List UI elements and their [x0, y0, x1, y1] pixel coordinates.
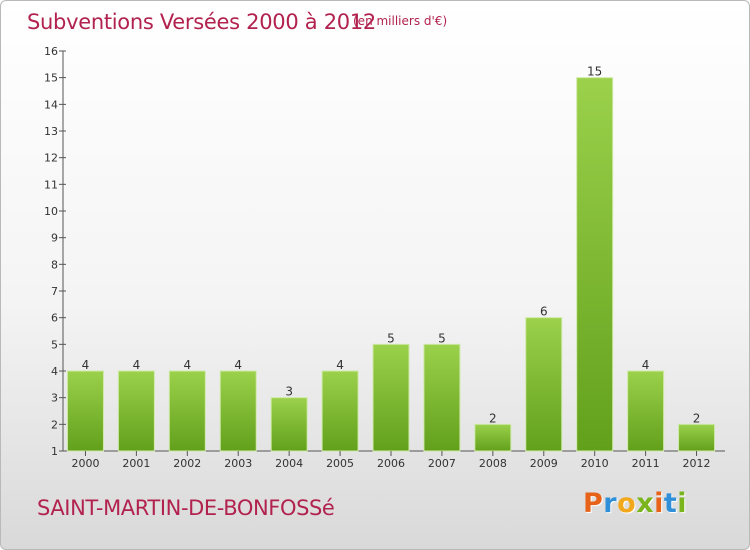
chart-unit: (en milliers d'€) — [353, 14, 448, 28]
logo-letter: i — [677, 488, 688, 519]
y-tick-label: 10 — [44, 205, 58, 218]
x-tick-label: 2012 — [683, 457, 711, 470]
y-tick-label: 1 — [51, 445, 58, 458]
bar-value-label: 2 — [489, 411, 497, 425]
y-tick-label: 13 — [44, 125, 58, 138]
x-tick-label: 2003 — [224, 457, 252, 470]
bar — [219, 370, 257, 452]
place-name: SAINT-MARTIN-DE-BONFOSSé — [37, 496, 335, 520]
bar-value-label: 3 — [285, 385, 293, 399]
bar-value-label: 15 — [587, 65, 602, 79]
proxiti-logo: Proxiti — [583, 488, 687, 519]
bar — [117, 370, 155, 452]
x-tick-label: 2010 — [581, 457, 609, 470]
y-tick-label: 6 — [51, 312, 58, 325]
x-tick-label: 2001 — [122, 457, 150, 470]
y-tick-label: 11 — [44, 178, 58, 191]
bar — [525, 317, 563, 452]
y-tick-label: 4 — [51, 365, 58, 378]
logo-letter: t — [663, 488, 678, 519]
x-tick-label: 2002 — [173, 457, 201, 470]
logo-letter: i — [654, 488, 664, 519]
bar-value-label: 4 — [336, 358, 344, 372]
bar — [321, 370, 359, 452]
bar — [423, 343, 461, 452]
bar — [474, 423, 512, 452]
logo-letter: o — [617, 488, 637, 519]
bar — [66, 370, 104, 452]
x-tick-label: 2005 — [326, 457, 354, 470]
x-tick-label: 2006 — [377, 457, 405, 470]
y-tick-label: 8 — [51, 258, 58, 271]
y-tick-label: 15 — [44, 72, 58, 85]
bar-value-label: 5 — [387, 331, 395, 345]
bar — [576, 77, 614, 452]
y-tick-label: 9 — [51, 232, 58, 245]
y-tick-label: 5 — [51, 338, 58, 351]
bar — [270, 397, 308, 452]
chart-title: Subventions Versées 2000 à 2012 — [27, 10, 376, 34]
bar-value-label: 5 — [438, 331, 446, 345]
bar-value-label: 4 — [234, 358, 242, 372]
y-tick-label: 12 — [44, 152, 58, 165]
bar-value-label: 4 — [642, 358, 650, 372]
bar-value-label: 4 — [82, 358, 90, 372]
bar-value-label: 4 — [183, 358, 191, 372]
bar — [372, 343, 410, 452]
y-tick-label: 7 — [51, 285, 58, 298]
y-tick-label: 3 — [51, 392, 58, 405]
x-tick-label: 2004 — [275, 457, 303, 470]
y-tick-label: 2 — [51, 418, 58, 431]
y-tick-label: 14 — [44, 98, 58, 111]
logo-letter: x — [636, 488, 655, 519]
bar — [627, 370, 665, 452]
x-tick-label: 2000 — [71, 457, 99, 470]
x-tick-label: 2007 — [428, 457, 456, 470]
logo-letter: r — [603, 488, 618, 519]
bar-value-label: 4 — [133, 358, 141, 372]
bar-value-label: 2 — [693, 411, 701, 425]
y-tick-label: 16 — [44, 45, 58, 58]
x-tick-label: 2008 — [479, 457, 507, 470]
logo-letter: P — [583, 488, 604, 519]
x-tick-label: 2011 — [632, 457, 660, 470]
x-tick-label: 2009 — [530, 457, 558, 470]
bar — [678, 423, 716, 452]
bar — [168, 370, 206, 452]
bar-value-label: 6 — [540, 305, 548, 319]
